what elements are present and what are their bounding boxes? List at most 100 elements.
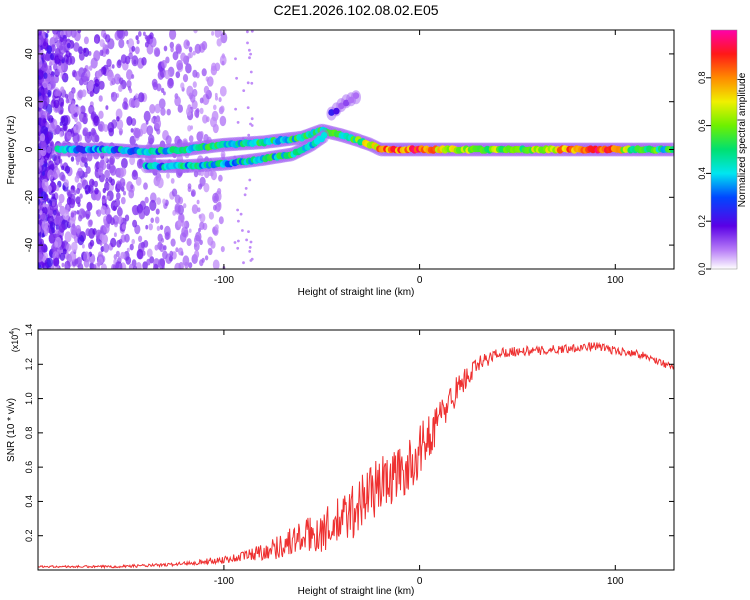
- noise-speck: [107, 70, 114, 80]
- noise-speck: [105, 105, 109, 110]
- noise-speck: [171, 188, 178, 197]
- noise-speck: [214, 62, 221, 72]
- noise-speck: [62, 74, 66, 80]
- noise-speck: [47, 83, 52, 90]
- noise-speck: [124, 30, 129, 37]
- noise-speck: [53, 99, 60, 109]
- noise-speck: [141, 57, 147, 66]
- noise-speck: [59, 171, 65, 181]
- noise-speck: [87, 81, 94, 92]
- noise-speck: [95, 210, 99, 215]
- noise-speck: [82, 75, 89, 86]
- noise-speck: [104, 181, 110, 191]
- noise-speck: [218, 174, 223, 182]
- noise-speck: [52, 34, 58, 43]
- noise-speck: [64, 165, 71, 174]
- noise-speck: [134, 99, 140, 108]
- noise-speck: [197, 207, 201, 213]
- noise-speck: [43, 41, 47, 47]
- noise-speck: [198, 183, 203, 190]
- noise-speck: [242, 261, 245, 265]
- noise-speck: [88, 219, 93, 226]
- spectrogram-x-label: Height of straight line (km): [298, 287, 415, 298]
- noise-speck: [239, 212, 243, 216]
- noise-speck: [61, 262, 65, 268]
- noise-speck: [123, 190, 126, 196]
- noise-speck: [220, 150, 226, 159]
- noise-speck: [195, 231, 202, 242]
- noise-speck: [150, 217, 154, 224]
- figure-title: C2E1.2026.102.08.02.E05: [273, 2, 438, 18]
- noise-speck: [103, 223, 110, 234]
- noise-speck: [185, 63, 192, 74]
- noise-speck: [49, 53, 55, 60]
- noise-speck: [45, 33, 49, 38]
- noise-speck: [134, 46, 140, 55]
- noise-speck: [193, 30, 198, 34]
- noise-speck: [180, 52, 187, 62]
- noise-speck: [48, 122, 55, 133]
- noise-speck: [128, 189, 135, 199]
- noise-speck: [207, 247, 213, 256]
- noise-speck: [97, 121, 105, 132]
- noise-speck: [131, 45, 136, 52]
- noise-speck: [162, 198, 167, 205]
- noise-speck: [63, 179, 69, 188]
- noise-speck: [195, 112, 199, 119]
- noise-speck: [89, 239, 95, 247]
- noise-speck: [220, 32, 228, 44]
- noise-speck: [65, 98, 70, 104]
- noise-speck: [199, 97, 204, 104]
- noise-speck: [130, 184, 134, 190]
- noise-speck: [177, 104, 183, 113]
- noise-speck: [77, 202, 81, 208]
- noise-speck: [169, 250, 174, 257]
- x-tick-label: -100: [214, 576, 234, 587]
- noise-speck: [62, 185, 66, 191]
- colorbar-label: Normalized spectral amplitude: [737, 72, 748, 207]
- noise-speck: [183, 203, 187, 209]
- noise-speck: [70, 224, 78, 236]
- noise-speck: [51, 193, 56, 200]
- noise-speck: [137, 92, 145, 103]
- noise-speck: [109, 155, 115, 165]
- y-tick-label: 1.4: [24, 324, 34, 337]
- noise-speck: [92, 83, 100, 95]
- noise-speck: [38, 45, 41, 54]
- noise-speck: [106, 163, 111, 170]
- noise-speck: [75, 224, 81, 234]
- noise-speck: [124, 214, 130, 222]
- noise-speck: [118, 77, 124, 85]
- noise-speck: [55, 223, 60, 231]
- noise-speck: [118, 38, 125, 49]
- noise-speck: [46, 45, 53, 54]
- noise-speck: [214, 203, 221, 213]
- noise-speck: [165, 135, 172, 145]
- noise-speck: [143, 205, 150, 216]
- noise-speck: [81, 89, 87, 98]
- noise-speck: [199, 131, 204, 138]
- noise-speck: [117, 215, 123, 225]
- noise-speck: [137, 204, 143, 213]
- noise-speck: [237, 219, 240, 223]
- noise-speck: [145, 224, 149, 230]
- noise-speck: [246, 30, 249, 34]
- noise-speck: [65, 30, 72, 38]
- noise-speck: [76, 160, 80, 166]
- noise-speck: [85, 209, 91, 219]
- noise-speck: [77, 30, 82, 34]
- noise-speck: [99, 241, 103, 246]
- noise-speck: [59, 130, 64, 138]
- noise-speck: [55, 216, 62, 226]
- noise-speck: [38, 223, 41, 233]
- noise-speck: [170, 46, 174, 53]
- noise-speck: [97, 256, 104, 266]
- noise-speck: [116, 119, 124, 130]
- trace-blob: [338, 102, 345, 110]
- noise-speck: [105, 48, 110, 55]
- noise-speck: [73, 190, 77, 196]
- noise-speck: [92, 264, 97, 269]
- noise-speck: [38, 168, 41, 175]
- noise-speck: [61, 165, 65, 170]
